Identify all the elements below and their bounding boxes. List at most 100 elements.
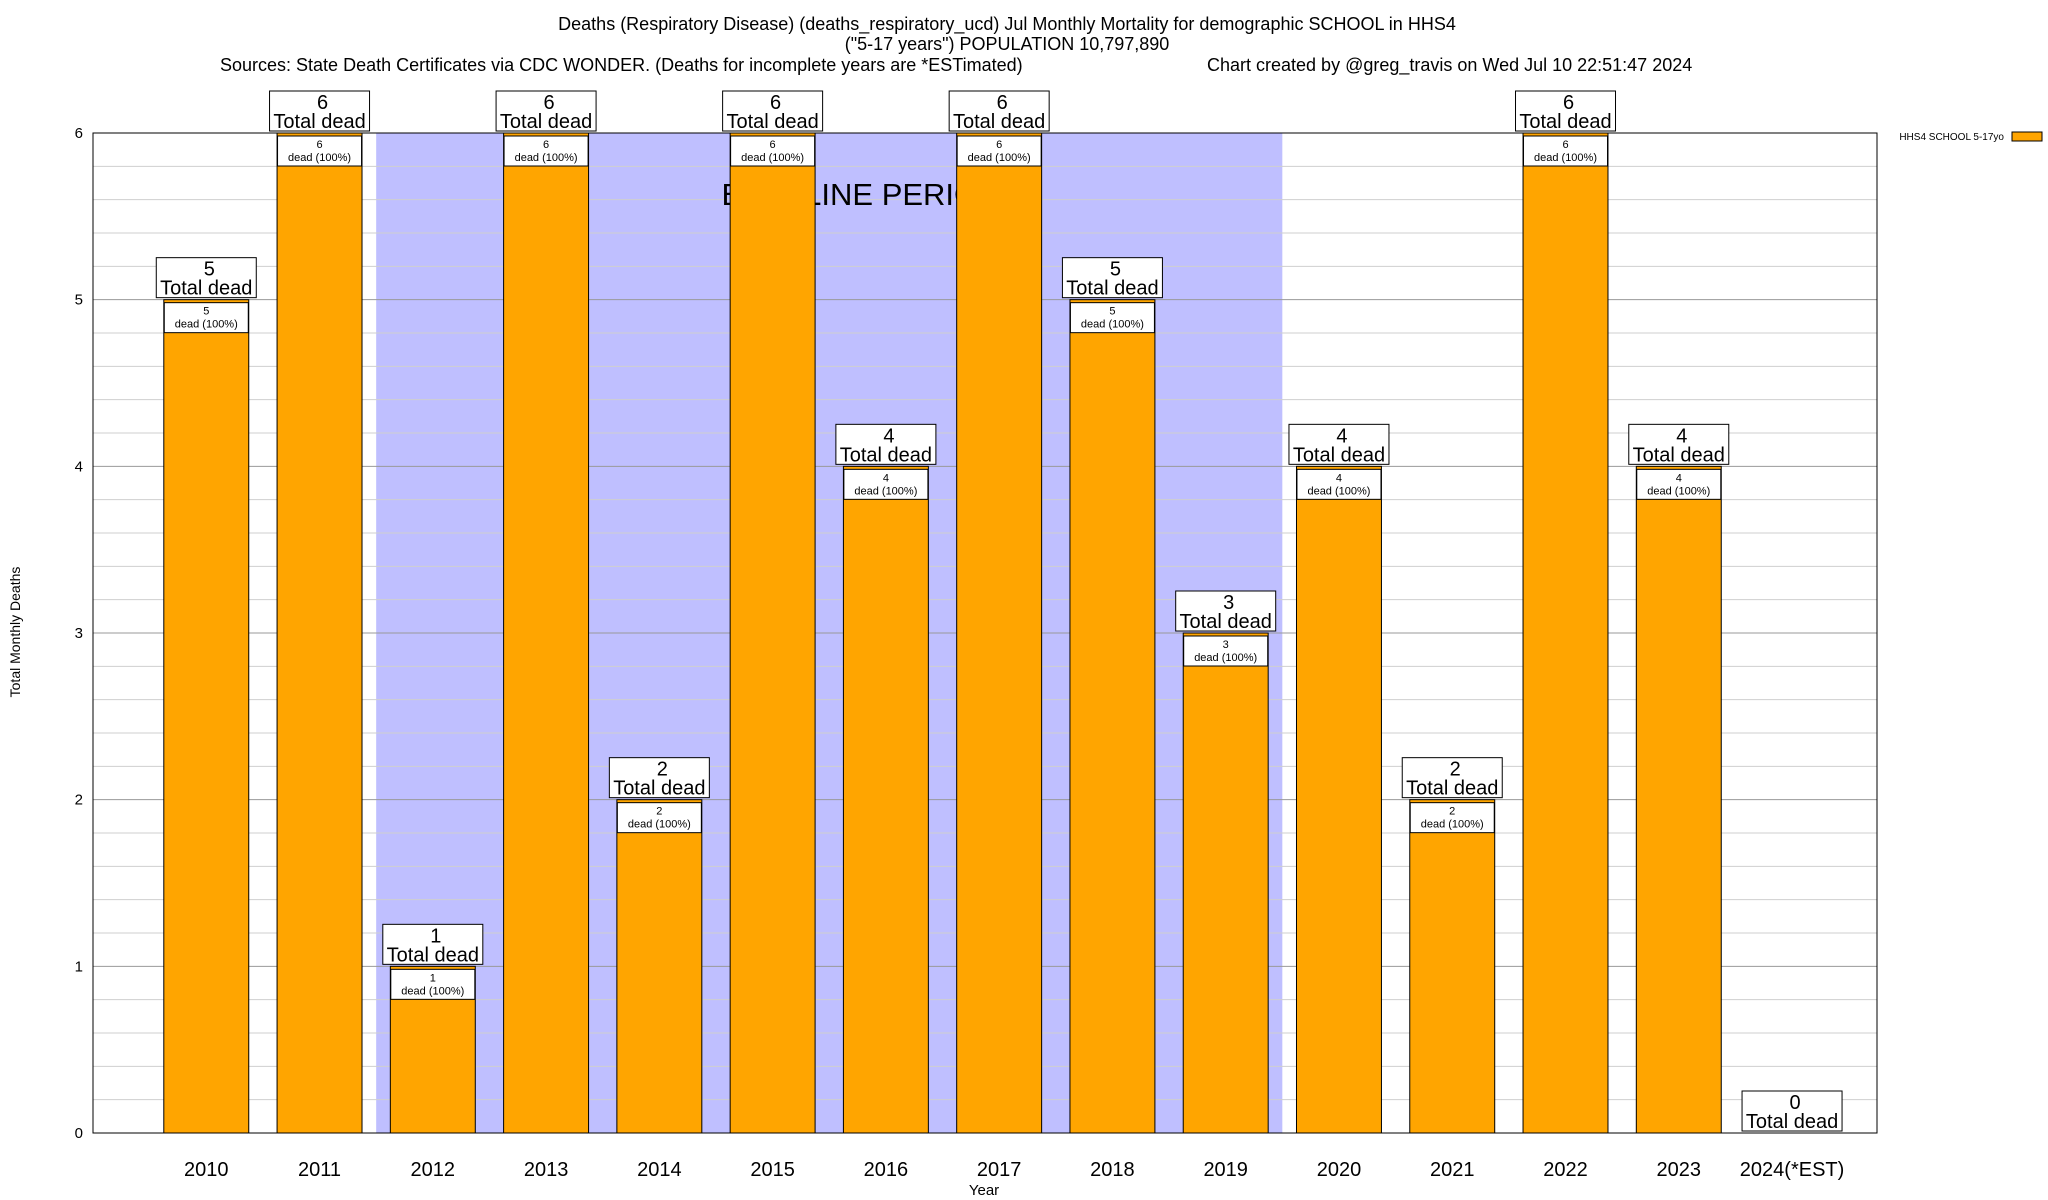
x-tick-label: 2024(*EST)	[1740, 1159, 1845, 1181]
bar	[729, 132, 816, 1134]
bar-inner-percent-label: dead (100%)	[1421, 819, 1484, 831]
bar-inner-value: 1	[430, 972, 436, 984]
x-axis-label: Year	[969, 1182, 999, 1199]
bar-inner-value: 2	[1449, 806, 1455, 818]
total-value-label: 0	[1789, 1092, 1800, 1114]
total-label-box	[608, 757, 710, 799]
bar	[1295, 465, 1382, 1134]
x-tick-label: 2011	[298, 1159, 341, 1181]
credit-text: Chart created by @greg_travis on Wed Jul…	[1207, 55, 1692, 76]
bar-inner-value: 4	[1336, 472, 1342, 484]
bar-inner-percent-label: dead (100%)	[628, 819, 691, 831]
total-value-label: 3	[1223, 592, 1234, 614]
total-value-label: 4	[883, 425, 894, 447]
y-tick-label: 5	[75, 292, 83, 309]
total-label-box	[1401, 757, 1503, 799]
bar-inner-label-box	[163, 302, 249, 334]
total-value-label: 2	[657, 759, 668, 781]
total-dead-label: Total dead	[1293, 444, 1385, 466]
total-label-box	[1628, 423, 1730, 465]
bar-inner-label-box	[843, 468, 929, 500]
bar-inner-label-box	[1069, 302, 1155, 334]
plot-area-frame	[92, 132, 1878, 1134]
x-tick-label: 2015	[750, 1159, 795, 1181]
bar-inner-label-box	[956, 135, 1042, 167]
bar-inner-label-box	[1636, 468, 1722, 500]
sources-text: Sources: State Death Certificates via CD…	[220, 55, 1023, 75]
x-axis-ticks: 2010 2011 2012 2013 2014 2015 2016 2017 2018 2019…	[184, 1159, 1844, 1181]
bar	[1409, 799, 1496, 1134]
bar-inner-value: 5	[1109, 306, 1115, 318]
bar-inner-percent-label: dead (100%)	[401, 985, 464, 997]
bar-inner-percent-label: dead (100%)	[968, 152, 1031, 164]
bar	[842, 465, 929, 1134]
bar-inner-label-box	[1409, 802, 1495, 834]
bar-inner-value: 6	[1562, 139, 1568, 151]
x-tick-label: 2016	[864, 1159, 909, 1181]
bar-inner-label-box	[390, 968, 476, 1000]
total-dead-label: Total dead	[953, 111, 1045, 133]
x-tick-label: 2020	[1317, 1159, 1362, 1181]
y-tick-label: 1	[75, 958, 83, 975]
bar	[503, 132, 590, 1134]
x-tick-label: 2023	[1657, 1159, 1702, 1181]
bar-inner-label-box	[1523, 135, 1609, 167]
x-tick-label: 2013	[524, 1159, 569, 1181]
x-tick-label: 2014	[637, 1159, 682, 1181]
total-value-label: 5	[204, 259, 215, 281]
total-dead-label: Total dead	[160, 278, 252, 300]
total-value-label: 6	[997, 92, 1008, 114]
bar-inner-value: 6	[316, 139, 322, 151]
y-tick-label: 0	[75, 1125, 83, 1142]
bar	[956, 132, 1043, 1134]
total-value-label: 6	[544, 92, 555, 114]
legend: HHS4 SCHOOL 5-17yo	[1899, 131, 2043, 143]
bar	[1522, 132, 1609, 1134]
total-dead-label: Total dead	[273, 111, 365, 133]
total-dead-label: Total dead	[500, 111, 592, 133]
bar	[1069, 299, 1156, 1134]
bar-inner-label-box	[1183, 635, 1269, 667]
bar-inner-label-box	[1296, 468, 1382, 500]
total-label-box	[382, 923, 484, 965]
bar-inner-value: 6	[996, 139, 1002, 151]
y-axis-ticks: 0 1 2 3 4 5 6	[75, 125, 83, 1142]
bar-inner-percent-label: dead (100%)	[288, 152, 351, 164]
total-value-label: 4	[1336, 425, 1347, 447]
bar-inner-percent-label: dead (100%)	[1534, 152, 1597, 164]
total-value-label: 1	[430, 925, 441, 947]
bar-inner-value: 6	[543, 139, 549, 151]
total-label-box	[1061, 257, 1163, 299]
bar	[616, 799, 703, 1134]
total-dead-label: Total dead	[613, 778, 705, 800]
total-value-label: 6	[770, 92, 781, 114]
total-dead-label: Total dead	[1746, 1111, 1838, 1133]
bar-inner-value: 6	[770, 139, 776, 151]
legend-entry-label: HHS4 SCHOOL 5-17yo	[1899, 132, 2004, 143]
total-dead-label: Total dead	[1180, 611, 1272, 633]
bar-inner-percent-label: dead (100%)	[741, 152, 804, 164]
bar	[276, 132, 363, 1134]
bar-inner-value: 3	[1223, 639, 1229, 651]
total-value-label: 6	[1563, 92, 1574, 114]
bar-inner-label-box	[730, 135, 816, 167]
total-dead-label: Total dead	[840, 444, 932, 466]
y-tick-label: 6	[75, 125, 83, 142]
bar-inner-percent-label: dead (100%)	[1307, 485, 1370, 497]
total-label-box	[1515, 90, 1617, 132]
bar-inner-label-box	[277, 135, 363, 167]
y-tick-label: 2	[75, 792, 83, 809]
total-dead-label: Total dead	[1633, 444, 1725, 466]
bar-inner-percent-label: dead (100%)	[854, 485, 917, 497]
total-label-box	[722, 90, 824, 132]
total-label-box	[835, 423, 937, 465]
total-value-label: 5	[1110, 259, 1121, 281]
bar	[1182, 632, 1269, 1134]
y-axis-label: Total Monthly Deaths	[7, 567, 23, 698]
total-label-box	[1741, 1090, 1843, 1132]
bar-inner-percent-label: dead (100%)	[175, 319, 238, 331]
y-tick-label: 3	[75, 625, 83, 642]
chart-title-line-2: ("5-17 years") POPULATION 10,797,890	[845, 34, 1170, 54]
